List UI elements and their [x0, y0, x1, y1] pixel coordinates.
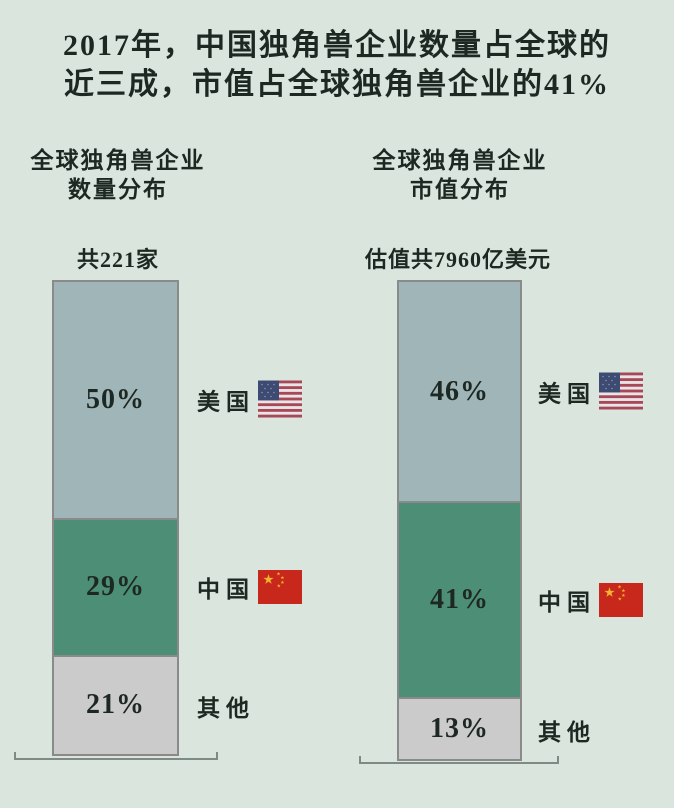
bar-segment-other: 21% — [54, 654, 177, 754]
legend-label-usa: 美国 — [197, 389, 255, 414]
legend-label-usa: 美国 — [538, 381, 596, 406]
legend-china: 中国 — [538, 583, 643, 617]
segment-value-label: 50% — [86, 384, 145, 415]
stacked-bar: 50% 29% 21% — [52, 280, 179, 756]
chart-value-distribution: 全球独角兽企业 市值分布 估值共7960亿美元 46% 41% 13% 美国 中… — [337, 0, 674, 808]
legend-label-china: 中国 — [197, 577, 255, 602]
chart-count-distribution: 全球独角兽企业 数量分布 共221家 50% 29% 21% 美国 中国 其他 — [8, 146, 302, 760]
segment-value-label: 21% — [86, 689, 145, 721]
segment-value-label: 46% — [430, 375, 489, 407]
chart-total-label: 共221家 — [76, 247, 159, 272]
chart-total-label: 估值共7960亿美元 — [364, 247, 551, 272]
us-flag-icon — [258, 380, 302, 418]
china-flag-icon — [258, 570, 302, 604]
legend-usa: 美国 — [538, 372, 643, 410]
legend-label-china: 中国 — [538, 590, 596, 615]
legend-other: 其他 — [197, 689, 255, 723]
segment-value-label: 29% — [86, 571, 145, 603]
bar-segment-usa: 50% — [54, 282, 177, 518]
segment-value-label: 41% — [430, 584, 489, 616]
legend-china: 中国 — [197, 570, 302, 604]
page-title-line2: 近三成，市值占全球独角兽企业的41% — [64, 68, 610, 101]
axis-baseline — [359, 756, 559, 764]
stacked-bar: 46% 41% 13% — [397, 280, 522, 761]
bar-segment-china: 41% — [399, 501, 520, 697]
axis-baseline — [14, 752, 218, 760]
chart-subtitle-line2: 市值分布 — [410, 177, 510, 202]
bar-segment-other: 13% — [399, 696, 520, 759]
bar-segment-usa: 46% — [399, 282, 520, 502]
us-flag-icon — [599, 372, 643, 410]
legend-usa: 美国 — [197, 380, 302, 418]
china-flag-icon — [599, 583, 643, 617]
page-title: 2017年，中国独角兽企业数量占全球的 近三成，市值占全球独角兽企业的41% — [0, 26, 674, 104]
bar-segment-china: 29% — [54, 518, 177, 655]
chart-subtitle: 全球独角兽企业 数量分布 — [8, 146, 228, 204]
legend-label-other: 其他 — [197, 696, 255, 721]
chart-subtitle-line1: 全球独角兽企业 — [372, 148, 548, 173]
page-title-line1: 2017年，中国独角兽企业数量占全球的 — [63, 29, 611, 62]
legend-other: 其他 — [538, 713, 596, 747]
legend-label-other: 其他 — [538, 720, 596, 745]
chart-subtitle-line1: 全球独角兽企业 — [30, 148, 206, 173]
segment-value-label: 13% — [430, 712, 489, 744]
chart-subtitle-line2: 数量分布 — [68, 177, 168, 202]
chart-subtitle: 全球独角兽企业 市值分布 — [350, 146, 570, 204]
